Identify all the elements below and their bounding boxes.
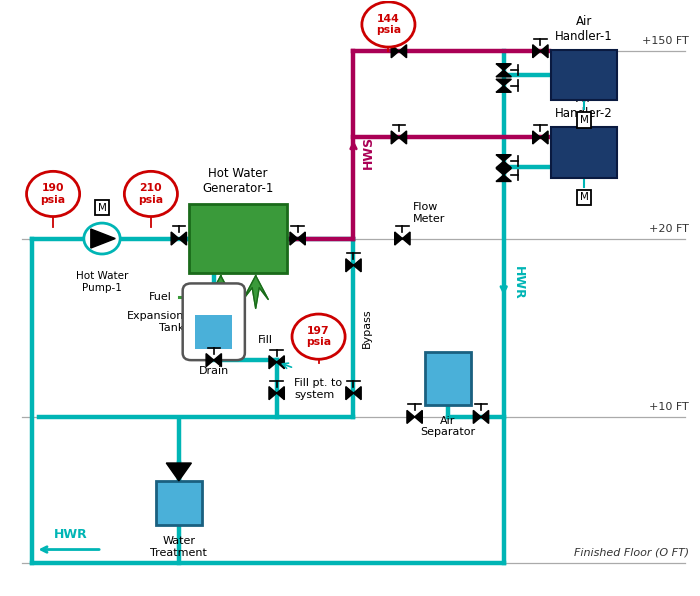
Polygon shape (206, 353, 221, 367)
Circle shape (27, 171, 80, 216)
Text: Flow
Meter: Flow Meter (413, 202, 445, 224)
Polygon shape (172, 232, 186, 245)
Text: 197
psia: 197 psia (306, 326, 331, 347)
Circle shape (84, 223, 120, 254)
Polygon shape (290, 232, 305, 245)
Polygon shape (269, 387, 284, 400)
Polygon shape (496, 155, 512, 168)
Polygon shape (533, 45, 548, 58)
Text: Air
Handler-1: Air Handler-1 (555, 15, 613, 43)
Polygon shape (346, 259, 361, 272)
Text: M: M (580, 193, 589, 202)
Text: Hot Water
Pump-1: Hot Water Pump-1 (76, 271, 128, 293)
Text: HWS: HWS (362, 136, 375, 169)
Polygon shape (407, 411, 422, 424)
Polygon shape (391, 45, 407, 58)
Text: HWR: HWR (54, 527, 88, 541)
Polygon shape (496, 169, 512, 181)
Polygon shape (346, 387, 361, 400)
Text: +150 FT: +150 FT (642, 36, 689, 46)
Text: Bypass: Bypass (362, 308, 372, 347)
Polygon shape (533, 131, 548, 144)
Text: Fuel: Fuel (193, 305, 216, 315)
Circle shape (362, 2, 415, 47)
FancyBboxPatch shape (425, 352, 470, 405)
FancyBboxPatch shape (156, 481, 202, 526)
Text: Expansion
Tank: Expansion Tank (127, 311, 184, 333)
Text: Finished Floor (O FT): Finished Floor (O FT) (574, 548, 689, 558)
Polygon shape (91, 229, 116, 248)
Text: Air
Handler-2: Air Handler-2 (555, 92, 613, 120)
Polygon shape (395, 232, 410, 245)
FancyBboxPatch shape (183, 284, 245, 360)
Circle shape (125, 171, 177, 216)
Polygon shape (496, 64, 512, 77)
Polygon shape (496, 79, 512, 92)
Text: +10 FT: +10 FT (649, 402, 689, 412)
Text: Drain: Drain (199, 366, 229, 376)
Text: +20 FT: +20 FT (649, 224, 689, 234)
Polygon shape (391, 131, 407, 144)
Text: Fill: Fill (258, 334, 273, 344)
Text: Air
Separator: Air Separator (420, 416, 475, 437)
Polygon shape (269, 356, 284, 369)
FancyBboxPatch shape (551, 127, 617, 178)
Text: M: M (97, 203, 106, 213)
Polygon shape (243, 276, 268, 308)
Text: 210
psia: 210 psia (139, 183, 164, 205)
Text: Fill pt. to
system: Fill pt. to system (294, 378, 342, 400)
FancyBboxPatch shape (551, 49, 617, 100)
Polygon shape (167, 463, 191, 481)
Polygon shape (473, 411, 489, 424)
Text: M: M (580, 115, 589, 125)
Text: Water
Treatment: Water Treatment (150, 536, 207, 558)
Polygon shape (208, 276, 233, 308)
Text: 190
psia: 190 psia (41, 183, 66, 205)
FancyBboxPatch shape (189, 204, 287, 273)
Text: HWR: HWR (512, 266, 525, 300)
Text: Fuel: Fuel (149, 291, 172, 302)
Text: 144
psia: 144 psia (376, 14, 401, 35)
Text: Hot Water
Generator-1: Hot Water Generator-1 (202, 167, 274, 195)
Circle shape (292, 314, 345, 359)
Bar (195, 315, 232, 349)
